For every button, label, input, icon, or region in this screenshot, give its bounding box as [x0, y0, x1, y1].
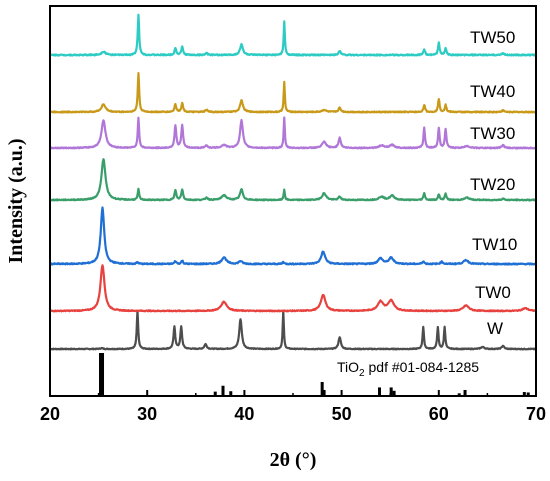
reference-layer [99, 353, 530, 395]
reference-peak-6 [378, 387, 382, 395]
x-axis-title: 2θ (°) [270, 449, 317, 471]
series-line-tw30 [49, 116, 537, 150]
reference-label-main: TiO [337, 359, 359, 375]
series-label-tw20: TW20 [470, 175, 515, 194]
series-line-tw20 [49, 158, 537, 202]
x-tick-label-70: 70 [526, 404, 546, 424]
reference-peak-12 [526, 392, 530, 395]
series-line-tw40 [49, 71, 537, 114]
reference-label: TiO2 pdf #01-084-1285 [337, 359, 479, 379]
reference-peak-4 [320, 381, 324, 395]
x-tick-label-30: 30 [137, 404, 157, 424]
series-label-tw30: TW30 [470, 124, 515, 143]
tick-layer: 20 30 40 50 60 70 [40, 390, 546, 424]
series-label-w: W [487, 319, 503, 338]
series-label-tw0: TW0 [475, 283, 511, 302]
reference-peak-8 [392, 390, 396, 395]
labels-layer: W TW0 TW10 TW20 TW30 TW40 TW50 [470, 28, 517, 338]
series-line-tw10 [49, 206, 537, 266]
x-tick-label-60: 60 [429, 404, 449, 424]
reference-peak-7 [389, 387, 393, 395]
reference-peak-10 [463, 389, 467, 395]
series-line-w [49, 309, 537, 351]
reference-peak-3 [229, 391, 233, 395]
reference-peak-9 [457, 393, 461, 395]
reference-label-sub: 2 [359, 368, 365, 379]
reference-label-rest: pdf #01-084-1285 [365, 359, 480, 375]
series-line-tw50 [49, 13, 537, 57]
reference-peak-2 [221, 385, 225, 395]
x-tick-label-40: 40 [234, 404, 254, 424]
series-label-tw40: TW40 [470, 82, 515, 101]
plot-frame [49, 5, 537, 397]
series-line-tw0 [49, 264, 537, 313]
x-tick-label-20: 20 [40, 404, 60, 424]
series-label-tw50: TW50 [470, 28, 515, 47]
y-axis-title: Intensity (a.u.) [5, 138, 27, 263]
reference-peak-0 [99, 353, 105, 395]
reference-peak-11 [522, 392, 526, 395]
series-label-tw10: TW10 [472, 235, 517, 254]
reference-peak-1 [213, 391, 217, 395]
reference-peak-5 [322, 389, 326, 395]
series-layer [49, 13, 537, 351]
x-tick-label-50: 50 [332, 404, 352, 424]
